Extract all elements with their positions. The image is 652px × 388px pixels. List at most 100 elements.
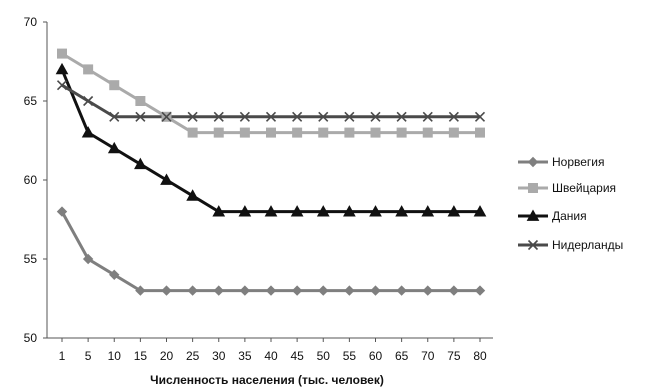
data-point-marker bbox=[239, 127, 250, 138]
x-tick-label: 80 bbox=[473, 349, 487, 363]
data-point-marker bbox=[82, 253, 94, 265]
data-point-marker bbox=[161, 111, 172, 122]
data-point-marker bbox=[109, 111, 120, 122]
legend-item: Дания bbox=[518, 209, 587, 223]
data-point-marker bbox=[134, 157, 147, 170]
data-point-marker bbox=[265, 285, 277, 296]
y-tick-label: 60 bbox=[24, 173, 38, 187]
x-tick-label: 40 bbox=[264, 349, 278, 363]
data-point-marker bbox=[447, 205, 461, 217]
data-point-marker bbox=[109, 269, 120, 281]
data-point-marker bbox=[448, 111, 459, 122]
x-tick-label: 30 bbox=[212, 349, 226, 363]
x-tick-label: 10 bbox=[108, 349, 122, 363]
x-tick-label: 5 bbox=[85, 349, 92, 363]
data-point-marker bbox=[318, 111, 329, 122]
data-point-marker bbox=[422, 111, 433, 122]
legend-item: Норвегия bbox=[518, 155, 605, 169]
series-markers-group bbox=[57, 48, 485, 138]
data-point-marker bbox=[422, 285, 433, 296]
data-point-marker bbox=[370, 127, 381, 138]
series-line bbox=[61, 52, 480, 135]
data-point-marker bbox=[474, 285, 486, 296]
data-point-marker bbox=[109, 80, 120, 91]
data-point-marker bbox=[56, 80, 68, 91]
data-point-marker bbox=[422, 127, 433, 138]
data-point-marker bbox=[213, 111, 224, 122]
series-markers bbox=[55, 48, 487, 296]
data-point-marker bbox=[187, 111, 198, 122]
data-point-marker bbox=[473, 205, 487, 217]
x-tick-label: 70 bbox=[421, 349, 435, 363]
data-point-marker bbox=[56, 206, 68, 217]
data-point-marker bbox=[316, 205, 330, 217]
data-point-marker bbox=[370, 285, 381, 296]
y-tick-label: 65 bbox=[24, 94, 38, 108]
data-point-marker bbox=[186, 189, 199, 201]
data-point-marker bbox=[396, 127, 407, 138]
data-point-marker bbox=[187, 285, 198, 296]
data-point-marker bbox=[344, 285, 355, 296]
data-point-marker bbox=[292, 111, 303, 122]
data-point-marker bbox=[527, 239, 539, 251]
data-point-marker bbox=[57, 48, 67, 59]
legend: Норвегия Швейцария Дания Нидерланды bbox=[518, 155, 623, 252]
data-point-marker bbox=[213, 127, 224, 138]
x-tick-label: 35 bbox=[238, 349, 252, 363]
data-point-marker bbox=[238, 205, 252, 217]
data-point-marker bbox=[292, 127, 303, 138]
series-markers-group bbox=[55, 62, 487, 217]
data-point-marker bbox=[344, 127, 355, 138]
data-point-marker bbox=[344, 111, 355, 122]
data-point-marker bbox=[135, 285, 146, 296]
data-point-marker bbox=[290, 205, 304, 217]
data-point-marker bbox=[421, 205, 435, 217]
data-point-marker bbox=[187, 127, 198, 138]
x-tick-label: 75 bbox=[447, 349, 461, 363]
y-tick-label: 50 bbox=[24, 331, 38, 345]
data-point-marker bbox=[474, 111, 486, 122]
y-tick-label: 70 bbox=[24, 15, 38, 29]
data-point-marker bbox=[83, 95, 94, 107]
x-tick-label: 25 bbox=[186, 349, 200, 363]
legend-item: Швейцария bbox=[518, 181, 616, 195]
x-axis-title: Численность населения (тыс. человек) bbox=[150, 373, 384, 387]
data-point-marker bbox=[448, 285, 460, 296]
series-markers-group bbox=[56, 206, 486, 296]
series-markers-group bbox=[56, 80, 486, 122]
legend-item: Нидерланды bbox=[518, 238, 623, 252]
series-lines bbox=[60, 52, 480, 293]
data-point-marker bbox=[396, 111, 407, 122]
x-tick-label: 55 bbox=[343, 349, 357, 363]
data-point-marker bbox=[527, 156, 539, 168]
data-point-marker bbox=[343, 205, 356, 217]
x-tick-label: 20 bbox=[160, 349, 174, 363]
data-point-marker bbox=[318, 285, 329, 296]
x-axis-ticks: 1 5 10 15 20 25 30 35 40 45 50 55 60 65 70 75 80 bbox=[59, 338, 487, 363]
data-point-marker bbox=[395, 205, 408, 217]
data-point-marker bbox=[528, 183, 538, 193]
data-point-marker bbox=[526, 209, 540, 221]
x-tick-label: 50 bbox=[317, 349, 331, 363]
data-point-marker bbox=[396, 285, 407, 296]
data-point-marker bbox=[448, 127, 459, 138]
legend-label: Дания bbox=[552, 209, 587, 223]
data-point-marker bbox=[370, 111, 381, 122]
data-point-marker bbox=[264, 205, 278, 217]
data-point-marker bbox=[291, 285, 303, 296]
data-point-marker bbox=[265, 111, 277, 122]
data-point-marker bbox=[212, 205, 226, 217]
x-tick-label: 45 bbox=[290, 349, 304, 363]
data-point-marker bbox=[475, 127, 485, 138]
data-point-marker bbox=[266, 127, 276, 138]
series-line bbox=[60, 210, 480, 293]
data-point-marker bbox=[160, 173, 173, 185]
data-point-marker bbox=[161, 285, 172, 296]
x-tick-label: 60 bbox=[369, 349, 383, 363]
data-point-marker bbox=[239, 285, 251, 296]
data-point-marker bbox=[369, 205, 382, 217]
data-point-marker bbox=[239, 111, 250, 122]
x-tick-label: 1 bbox=[59, 349, 66, 363]
data-point-marker bbox=[135, 111, 146, 122]
